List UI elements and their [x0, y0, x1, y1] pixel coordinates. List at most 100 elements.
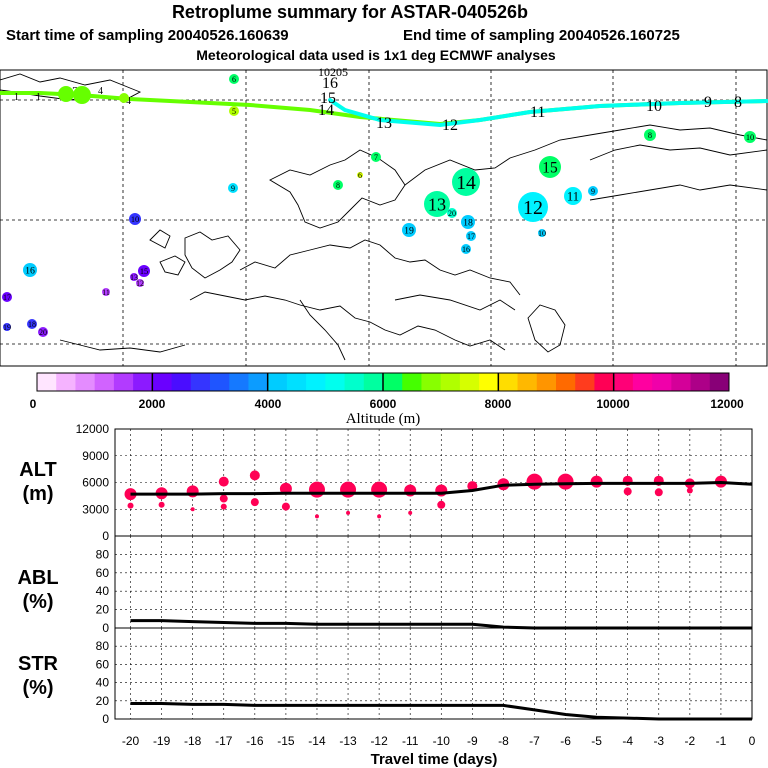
cluster-point-circle — [3, 323, 11, 331]
cluster-point-circle — [452, 168, 480, 196]
x-tick-labels: -20 -19 -18 -17 -16 -15 -14 -13 -12 -11 -10 -9 -8 -7-… — [122, 734, 756, 748]
colorbar-cell — [440, 373, 461, 391]
colorbar-cell — [37, 373, 57, 391]
colorbar-tick-label: 0 — [30, 397, 37, 411]
cluster-point-label: 20 — [448, 209, 456, 218]
cluster-point-circle — [588, 186, 598, 196]
y-tick-labels: 0 3000 6000 9000 12000 0 20 40 60 80 0 20 40 60 80 — [76, 422, 110, 726]
x-tick-label: -16 — [246, 734, 264, 748]
x-tick-label: -14 — [308, 734, 326, 748]
colorbar-cell — [632, 373, 653, 391]
panels-frame — [114, 428, 753, 720]
map-panel: 10205 16 15 14 13 12 11 10 9 8 1 1 2 4 4… — [0, 65, 768, 367]
altitude-point — [314, 514, 319, 519]
figure-title: Retroplume summary for ASTAR-040526b — [172, 2, 528, 22]
cluster-point-label: 11 — [567, 189, 579, 203]
x-tick-label: -6 — [560, 734, 571, 748]
x-tick-label: -2 — [685, 734, 696, 748]
met-data-label: Meteorological data used is 1x1 deg ECMW… — [196, 47, 556, 63]
altitude-point — [346, 510, 351, 515]
cluster-point: 18 — [461, 215, 475, 229]
trajectory-label: 14 — [318, 102, 334, 119]
colorbar-cell — [594, 373, 615, 391]
x-tick-label: -5 — [591, 734, 602, 748]
cluster-point-label: 18 — [463, 217, 473, 228]
cluster-point-circle — [138, 265, 150, 277]
x-tick-label: -13 — [339, 734, 357, 748]
cluster-point: 11 — [564, 187, 582, 205]
colorbar-tick-label: 8000 — [485, 397, 512, 411]
altitude-point — [127, 502, 134, 509]
cluster-point: 13 — [130, 273, 138, 282]
altitude-point — [250, 498, 259, 507]
altitude-point — [404, 484, 417, 497]
cluster-point: 11 — [102, 288, 110, 297]
cluster-point-circle — [102, 288, 110, 296]
cluster-point-circle — [130, 273, 138, 281]
time-series-panels: 0 3000 6000 9000 12000 0 20 40 60 80 0 20 40 60 80 ALT… — [17, 422, 755, 768]
cluster-point: 12 — [136, 279, 144, 288]
cluster-point: 13 — [424, 191, 450, 217]
cluster-point-label: 19 — [3, 323, 11, 332]
x-axis-label: Travel time (days) — [371, 751, 498, 768]
cluster-point-circle — [447, 208, 457, 218]
cluster-point-circle — [539, 156, 561, 178]
cluster-point: 15 — [138, 265, 150, 277]
cluster-point-circle — [424, 191, 450, 217]
colorbar-cell — [383, 373, 403, 391]
cluster-point-circle — [2, 292, 12, 302]
cluster-point-circle — [518, 192, 548, 222]
cluster-point-circle — [23, 263, 37, 277]
trajectory-label: 11 — [530, 104, 545, 121]
y-tick-label: 6000 — [82, 476, 109, 490]
cluster-point-label: 16 — [462, 245, 470, 254]
cluster-point: 20 — [38, 327, 48, 337]
cluster-point: 9 — [228, 183, 238, 193]
cluster-point-circle — [402, 223, 416, 237]
cluster-point-label: 13 — [130, 273, 138, 282]
altitude-point — [437, 500, 446, 509]
x-tick-label: -19 — [153, 734, 171, 748]
alt-panel-label: ALT — [19, 459, 56, 481]
series-line-abl — [130, 619, 752, 630]
end-time-label: End time of sampling 20040526.160725 — [403, 27, 680, 44]
colorbar-cell — [171, 373, 192, 391]
cluster-point-label: 10 — [746, 133, 754, 142]
panel-lines — [130, 480, 753, 721]
cluster-point-circle — [744, 131, 756, 143]
y-tick-label: 12000 — [76, 422, 110, 436]
colorbar-cell — [113, 373, 134, 391]
trajectory-labels: 10205 16 15 14 13 12 11 10 9 8 1 1 2 4 4 — [14, 65, 742, 134]
cluster-point-label: 20 — [39, 328, 47, 337]
cluster-point-circle — [538, 229, 546, 237]
trajectory-label: 15 — [320, 90, 336, 107]
cluster-point-circle — [564, 187, 582, 205]
cluster-point: 17 — [2, 292, 12, 302]
x-tick-label: -4 — [622, 734, 633, 748]
altitude-point — [219, 494, 228, 503]
cluster-point-label: 10 — [131, 215, 139, 224]
trajectory-cluster — [73, 86, 91, 104]
cluster-point: 19 — [402, 223, 416, 237]
altitude-point — [526, 473, 543, 490]
series-line-str — [130, 702, 752, 721]
colorbar-cell — [286, 373, 307, 391]
colorbar-cell — [459, 373, 480, 391]
colorbar-cell — [402, 373, 422, 391]
cluster-point-label: 17 — [467, 232, 475, 241]
alt-panel-unit: (m) — [22, 483, 53, 505]
colorbar-cell — [671, 373, 692, 391]
cluster-point-circle — [333, 180, 343, 190]
y-tick-label: 0 — [102, 621, 109, 635]
colorbar-cell — [690, 373, 711, 391]
colorbar-cell — [325, 373, 346, 391]
cluster-point-label: 11 — [102, 288, 110, 297]
map-coastlines — [0, 73, 768, 361]
x-tick-label: -8 — [498, 734, 509, 748]
cluster-point-circle — [229, 74, 239, 84]
colorbar-cell — [133, 373, 153, 391]
cluster-point-label: 9 — [231, 184, 235, 193]
cluster-point-circle — [461, 215, 475, 229]
cluster-point: 6 — [357, 171, 363, 180]
